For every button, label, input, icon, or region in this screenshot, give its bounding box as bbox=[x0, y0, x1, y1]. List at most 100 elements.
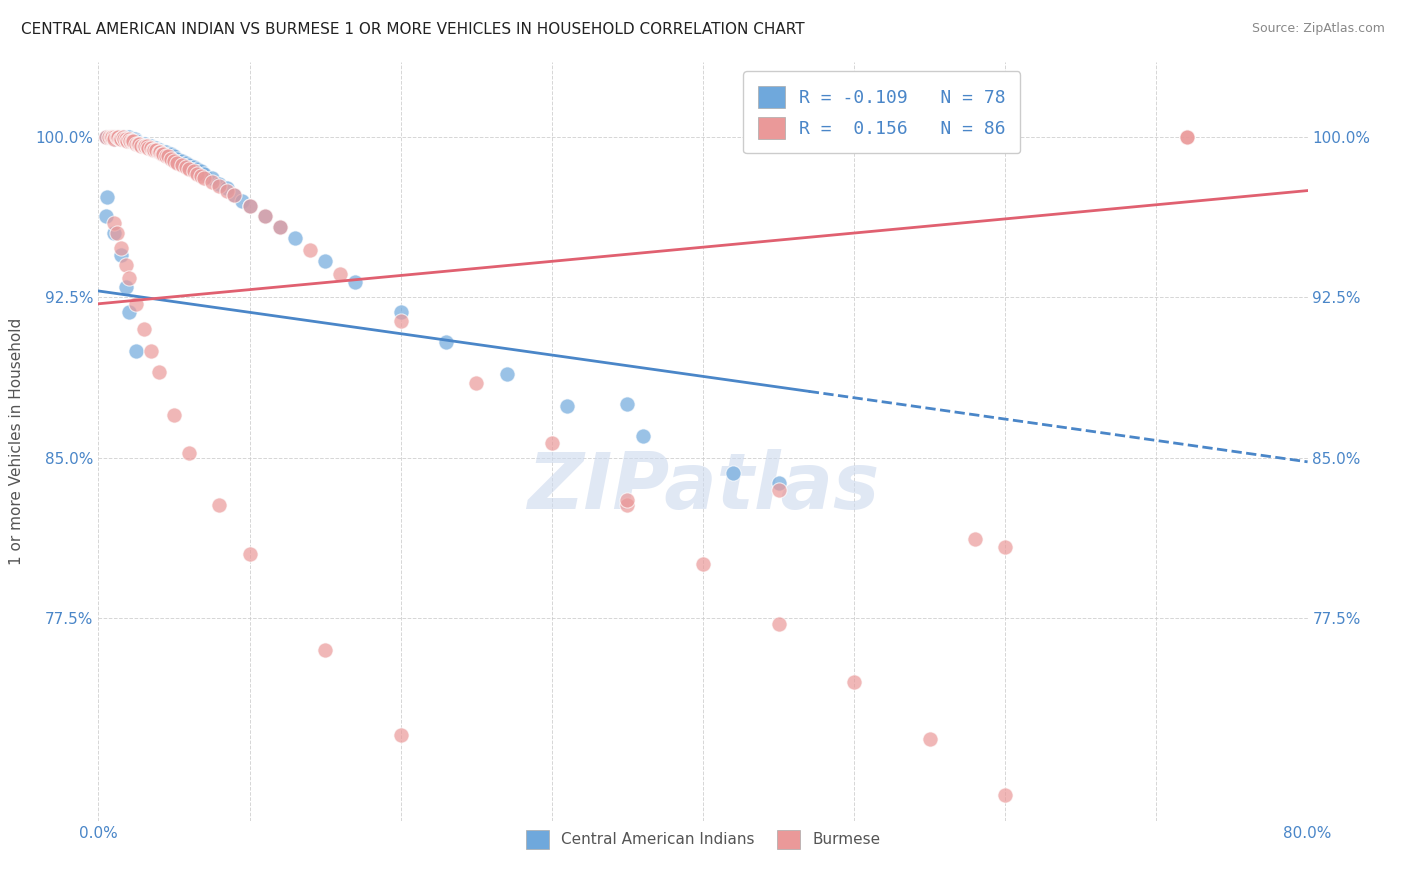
Point bbox=[208, 498, 231, 512]
Point bbox=[174, 160, 197, 174]
Y-axis label: 1 or more Vehicles in Household: 1 or more Vehicles in Household bbox=[10, 318, 24, 566]
Point bbox=[616, 498, 638, 512]
Point bbox=[150, 147, 173, 161]
Point bbox=[103, 130, 125, 145]
Point bbox=[631, 429, 654, 443]
Point bbox=[135, 138, 157, 153]
Point bbox=[163, 149, 186, 163]
Point bbox=[965, 532, 987, 546]
Point bbox=[125, 136, 148, 151]
Point bbox=[284, 230, 307, 244]
Point bbox=[129, 138, 152, 153]
Point bbox=[103, 227, 125, 241]
Point bbox=[389, 728, 412, 742]
Point bbox=[103, 132, 125, 146]
Point bbox=[389, 305, 412, 319]
Point bbox=[103, 130, 125, 145]
Point bbox=[114, 258, 136, 272]
Point bbox=[692, 558, 714, 572]
Point bbox=[155, 149, 177, 163]
Point bbox=[127, 136, 149, 151]
Point bbox=[132, 322, 155, 336]
Point bbox=[120, 135, 142, 149]
Point bbox=[152, 147, 174, 161]
Point bbox=[105, 130, 128, 145]
Point bbox=[918, 732, 941, 747]
Text: CENTRAL AMERICAN INDIAN VS BURMESE 1 OR MORE VEHICLES IN HOUSEHOLD CORRELATION C: CENTRAL AMERICAN INDIAN VS BURMESE 1 OR … bbox=[21, 22, 804, 37]
Point bbox=[108, 130, 131, 145]
Point bbox=[96, 190, 118, 204]
Point bbox=[155, 145, 177, 160]
Point bbox=[201, 175, 224, 189]
Point bbox=[142, 143, 165, 157]
Point bbox=[105, 130, 128, 145]
Point bbox=[125, 135, 148, 149]
Point bbox=[239, 198, 262, 212]
Point bbox=[125, 343, 148, 358]
Point bbox=[135, 138, 157, 153]
Point bbox=[215, 184, 238, 198]
Point bbox=[994, 788, 1017, 802]
Point bbox=[389, 314, 412, 328]
Point bbox=[118, 271, 141, 285]
Point bbox=[128, 136, 150, 151]
Point bbox=[118, 130, 141, 145]
Point bbox=[103, 132, 125, 146]
Point bbox=[174, 156, 197, 170]
Point bbox=[98, 130, 121, 145]
Point bbox=[163, 408, 186, 422]
Point bbox=[344, 276, 367, 290]
Legend: Central American Indians, Burmese: Central American Indians, Burmese bbox=[519, 824, 887, 855]
Point bbox=[153, 145, 176, 160]
Point bbox=[124, 132, 146, 146]
Point bbox=[136, 141, 159, 155]
Point bbox=[148, 143, 170, 157]
Point bbox=[121, 132, 143, 146]
Point bbox=[114, 132, 136, 146]
Point bbox=[253, 209, 276, 223]
Point bbox=[107, 130, 129, 145]
Point bbox=[143, 143, 166, 157]
Point bbox=[495, 368, 517, 382]
Point bbox=[103, 216, 125, 230]
Point bbox=[314, 254, 336, 268]
Point bbox=[115, 135, 138, 149]
Point bbox=[540, 435, 562, 450]
Point bbox=[434, 335, 457, 350]
Point bbox=[201, 170, 224, 185]
Point bbox=[134, 138, 156, 153]
Point bbox=[94, 130, 117, 145]
Point bbox=[768, 476, 790, 491]
Point bbox=[128, 136, 150, 151]
Point bbox=[136, 138, 159, 153]
Point bbox=[299, 244, 322, 258]
Point bbox=[160, 152, 183, 166]
Point bbox=[143, 141, 166, 155]
Point bbox=[149, 143, 172, 157]
Point bbox=[179, 162, 201, 177]
Point bbox=[193, 170, 215, 185]
Point bbox=[190, 169, 212, 183]
Point bbox=[105, 227, 128, 241]
Point bbox=[186, 162, 208, 177]
Point bbox=[98, 130, 121, 145]
Point bbox=[239, 547, 262, 561]
Point bbox=[616, 397, 638, 411]
Point bbox=[183, 164, 205, 178]
Point bbox=[141, 138, 163, 153]
Point bbox=[156, 149, 179, 163]
Point bbox=[1175, 130, 1198, 145]
Point bbox=[465, 376, 488, 390]
Point bbox=[269, 219, 291, 234]
Point bbox=[101, 130, 124, 145]
Point bbox=[115, 130, 138, 145]
Point bbox=[152, 145, 174, 160]
Point bbox=[122, 135, 145, 149]
Point bbox=[132, 136, 155, 151]
Point bbox=[120, 135, 142, 149]
Text: Source: ZipAtlas.com: Source: ZipAtlas.com bbox=[1251, 22, 1385, 36]
Point bbox=[163, 153, 186, 168]
Point bbox=[179, 446, 201, 460]
Point bbox=[149, 145, 172, 160]
Point bbox=[314, 642, 336, 657]
